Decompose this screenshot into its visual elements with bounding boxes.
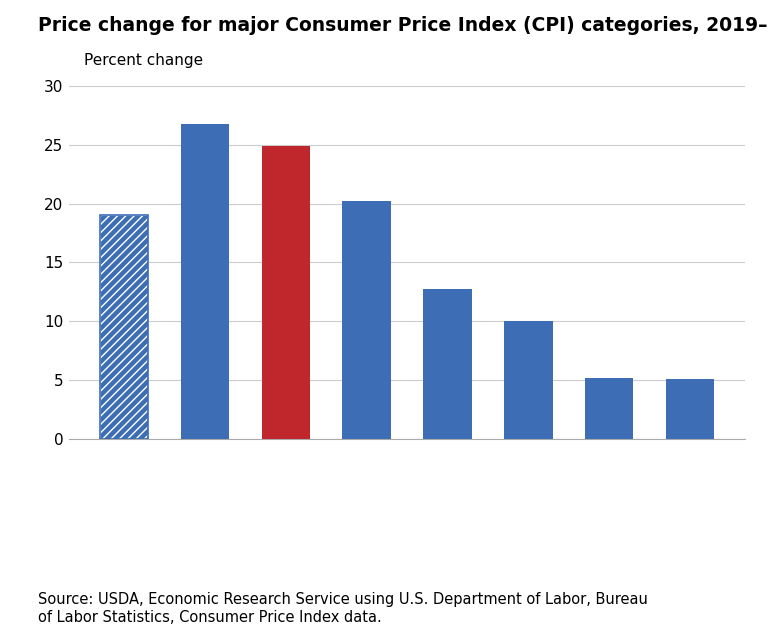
Text: Source: USDA, Economic Research Service using U.S. Department of Labor, Bureau
o: Source: USDA, Economic Research Service …	[38, 592, 648, 625]
Text: Percent change: Percent change	[84, 53, 203, 68]
Bar	[343, 201, 391, 439]
Bar	[180, 123, 229, 439]
Bar	[262, 146, 310, 439]
Bar	[504, 321, 552, 439]
Bar	[100, 215, 148, 439]
Bar	[423, 289, 472, 439]
Text: Price change for major Consumer Price Index (CPI) categories, 2019–23: Price change for major Consumer Price In…	[38, 16, 768, 35]
Bar	[585, 378, 634, 439]
Bar	[666, 379, 714, 439]
Bar	[100, 215, 148, 439]
